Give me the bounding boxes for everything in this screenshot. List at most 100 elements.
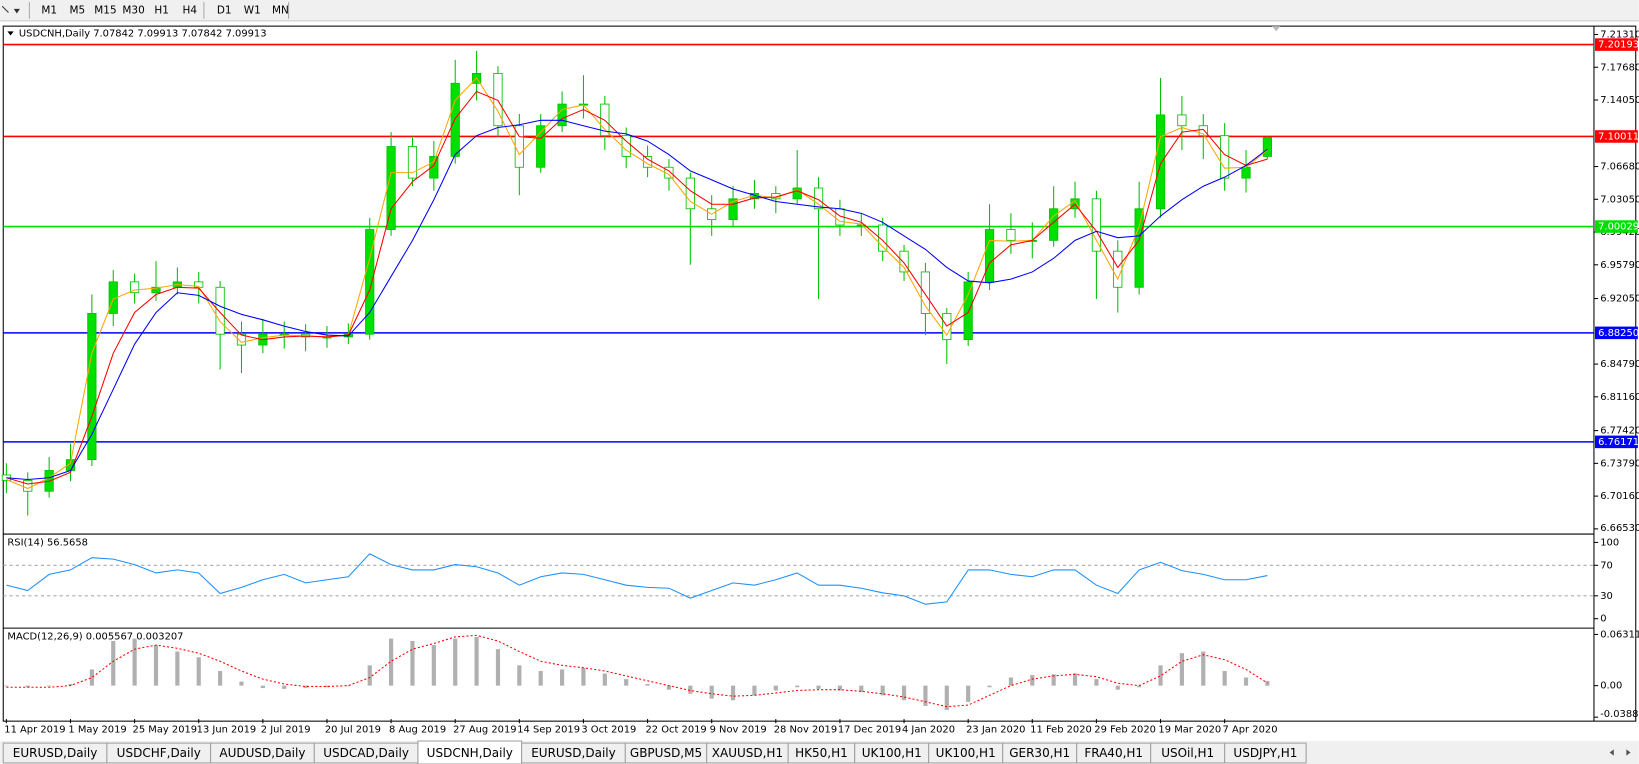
candle-body bbox=[450, 82, 460, 157]
tab[interactable] bbox=[1224, 742, 1307, 764]
tab-label[interactable]: HK50,H1 bbox=[795, 746, 848, 760]
tab-label[interactable]: GBPUSD,M5 bbox=[630, 746, 702, 760]
candle-body bbox=[728, 198, 738, 221]
macd-bar bbox=[474, 636, 479, 686]
macd-bar bbox=[367, 665, 372, 686]
rsi-line bbox=[6, 553, 1268, 605]
macd-bar bbox=[1008, 677, 1014, 686]
x-tick-label: 9 Nov 2019 bbox=[710, 725, 767, 736]
candle-body bbox=[386, 146, 396, 230]
tab-label[interactable]: EURUSD,Daily bbox=[13, 746, 98, 760]
level-tag bbox=[1594, 38, 1638, 51]
y-tick-label: 70 bbox=[1600, 560, 1613, 571]
x-tick-label: 4 Jan 2020 bbox=[902, 725, 955, 736]
tab-label[interactable]: USDCNH,Daily bbox=[427, 746, 513, 760]
tab-label[interactable]: USDCAD,Daily bbox=[323, 746, 409, 760]
timeframe-button[interactable]: M15 bbox=[94, 4, 116, 16]
candle-body bbox=[236, 333, 247, 346]
macd-bar bbox=[47, 685, 52, 687]
tab-label[interactable]: FRA40,H1 bbox=[1084, 746, 1143, 760]
tab-label[interactable]: USOil,H1 bbox=[1161, 746, 1214, 760]
candle-body bbox=[1155, 114, 1166, 210]
macd-bar bbox=[1243, 677, 1249, 686]
candle-body bbox=[1177, 114, 1187, 127]
candle-body bbox=[493, 72, 503, 127]
chart-header: USDCNH,Daily 7.07842 7.09913 7.07842 7.0… bbox=[19, 28, 267, 39]
macd-bar bbox=[966, 685, 971, 702]
candle-body bbox=[365, 229, 375, 335]
candle-body bbox=[557, 103, 567, 127]
macd-bar bbox=[1222, 671, 1227, 686]
macd-bar bbox=[901, 685, 907, 701]
x-tick-label: 22 Oct 2019 bbox=[645, 725, 706, 736]
timeframe-button[interactable]: H4 bbox=[183, 4, 198, 16]
timeframe-button[interactable]: W1 bbox=[244, 4, 261, 16]
candle-body bbox=[792, 187, 802, 200]
candle-body bbox=[1241, 166, 1251, 179]
y-tick-label: 6.70160 bbox=[1600, 491, 1639, 502]
candle-body bbox=[878, 224, 888, 252]
x-tick-label: 13 Jun 2019 bbox=[197, 725, 257, 736]
y-tick-label: 6.95790 bbox=[1600, 260, 1639, 271]
y-tick-label: 6.81160 bbox=[1600, 392, 1639, 403]
tab-label[interactable]: USDJPY,H1 bbox=[1233, 746, 1297, 760]
tab-label[interactable]: USDCHF,Daily bbox=[117, 746, 201, 760]
macd-bar bbox=[923, 685, 928, 706]
level-label: 7.00029 bbox=[1598, 222, 1639, 233]
macd-bar bbox=[752, 685, 757, 696]
chart-frame bbox=[2, 25, 1637, 722]
tab-scroll[interactable] bbox=[1609, 749, 1631, 756]
macd-title: MACD(12,26,9) 0.005567 0.003207 bbox=[7, 631, 183, 642]
macd-bar bbox=[175, 651, 180, 686]
candle-body bbox=[1006, 229, 1016, 241]
timeframe-button[interactable]: MN bbox=[272, 4, 289, 16]
macd-bar bbox=[773, 685, 778, 691]
tab-label[interactable]: EURUSD,Daily bbox=[531, 746, 616, 760]
timeframe-button[interactable]: H1 bbox=[154, 4, 169, 16]
candle-body bbox=[685, 177, 695, 210]
y-tick-label: 6.84790 bbox=[1600, 359, 1639, 370]
macd-bar bbox=[859, 685, 864, 693]
tab-label[interactable]: GER30,H1 bbox=[1009, 746, 1070, 760]
toolbar bbox=[0, 0, 1639, 21]
x-tick-label: 1 May 2019 bbox=[68, 725, 126, 736]
y-tick-label: 7.21310 bbox=[1600, 29, 1639, 40]
timeframe-button[interactable]: M1 bbox=[41, 4, 57, 16]
candle-body bbox=[151, 286, 161, 294]
y-tick-label: 0 bbox=[1600, 614, 1606, 625]
macd-bar bbox=[1030, 675, 1035, 686]
tab-label[interactable]: UK100,H1 bbox=[936, 746, 996, 760]
macd-bar bbox=[1094, 679, 1099, 686]
macd-bar bbox=[1179, 653, 1184, 686]
macd-bar bbox=[153, 645, 159, 686]
macd-bar bbox=[666, 685, 672, 690]
macd-bar bbox=[602, 673, 607, 686]
toolbar-tool[interactable] bbox=[1, 5, 20, 14]
macd-signal bbox=[6, 634, 1268, 708]
macd-bar bbox=[239, 681, 244, 686]
timeframe-button[interactable]: M5 bbox=[70, 4, 86, 16]
candle-body bbox=[215, 286, 225, 335]
macd-bar bbox=[196, 657, 201, 686]
timeframe-button[interactable]: D1 bbox=[217, 4, 232, 16]
x-tick-label: 2 Jul 2019 bbox=[261, 725, 311, 736]
level-label: 6.88250 bbox=[1598, 328, 1639, 339]
macd-bar bbox=[624, 679, 629, 686]
candle-body bbox=[1113, 250, 1123, 288]
timeframe-bar: M1 M5 M15 M30 H1 H4 D1 W1 MN bbox=[41, 4, 288, 16]
tab-label[interactable]: XAUUSD,H1 bbox=[712, 746, 783, 760]
x-tick-label: 14 Sep 2019 bbox=[517, 725, 580, 736]
candle-body bbox=[899, 250, 909, 273]
timeframe-button[interactable]: M30 bbox=[122, 4, 144, 16]
macd-bar bbox=[816, 685, 821, 689]
x-tick-label: 11 Apr 2019 bbox=[4, 725, 65, 736]
candle-body bbox=[407, 146, 418, 179]
macd-bar bbox=[282, 685, 287, 689]
tab-label[interactable]: AUDUSD,Daily bbox=[219, 746, 305, 760]
macd-bar bbox=[68, 684, 73, 686]
macd-bar bbox=[453, 638, 458, 686]
candle-body bbox=[23, 479, 33, 492]
tab-label[interactable]: UK100,H1 bbox=[862, 746, 922, 760]
x-tick-label: 8 Aug 2019 bbox=[389, 725, 446, 736]
